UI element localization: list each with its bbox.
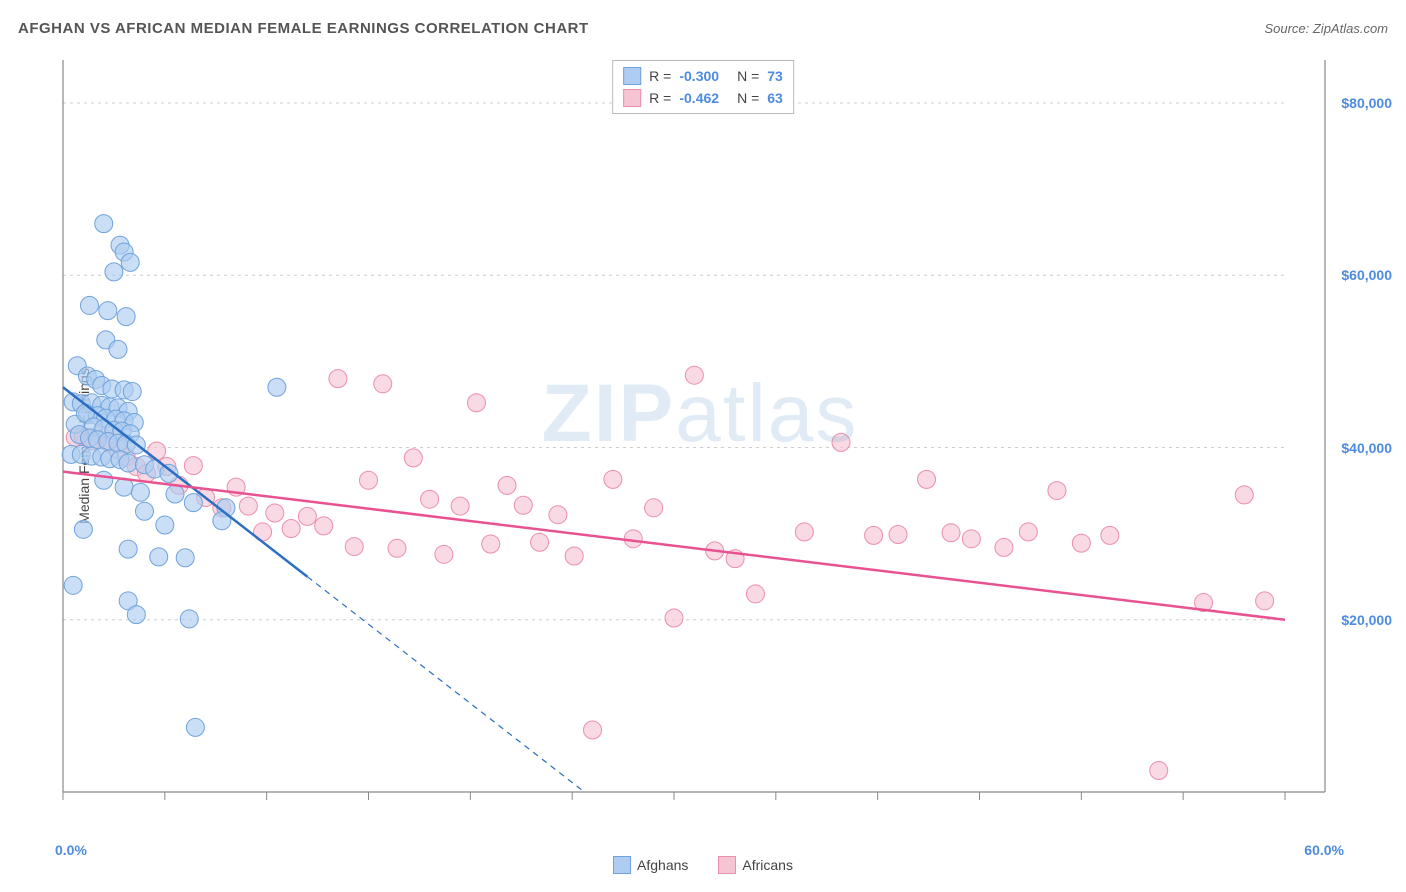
x-axis-min-label: 0.0% — [55, 842, 87, 858]
legend-swatch-blue — [613, 856, 631, 874]
afghans-n-value: 73 — [767, 68, 783, 84]
r-label: R = — [649, 90, 671, 106]
legend-item-africans: Africans — [718, 856, 793, 874]
x-axis-max-label: 60.0% — [1304, 842, 1344, 858]
africans-r-value: -0.462 — [679, 90, 719, 106]
legend-label-afghans: Afghans — [637, 857, 688, 873]
correlation-legend: R = -0.300 N = 73 R = -0.462 N = 63 — [612, 60, 794, 114]
r-label: R = — [649, 68, 671, 84]
chart-plot-area: ZIPatlas — [55, 52, 1345, 822]
chart-title: AFGHAN VS AFRICAN MEDIAN FEMALE EARNINGS… — [18, 20, 589, 37]
y-tick-label: $20,000 — [1341, 612, 1392, 628]
y-tick-label: $60,000 — [1341, 267, 1392, 283]
legend-swatch-blue — [623, 67, 641, 85]
n-label: N = — [737, 68, 759, 84]
bottom-legend: Afghans Africans — [0, 856, 1406, 874]
y-tick-label: $40,000 — [1341, 440, 1392, 456]
afghans-r-value: -0.300 — [679, 68, 719, 84]
legend-row-africans: R = -0.462 N = 63 — [623, 87, 783, 109]
legend-row-afghans: R = -0.300 N = 73 — [623, 65, 783, 87]
watermark: ZIPatlas — [542, 367, 859, 461]
n-label: N = — [737, 90, 759, 106]
source-text: Source: ZipAtlas.com — [1264, 21, 1388, 36]
africans-n-value: 63 — [767, 90, 783, 106]
legend-swatch-pink — [718, 856, 736, 874]
y-tick-label: $80,000 — [1341, 95, 1392, 111]
legend-swatch-pink — [623, 89, 641, 107]
legend-item-afghans: Afghans — [613, 856, 688, 874]
legend-label-africans: Africans — [742, 857, 793, 873]
